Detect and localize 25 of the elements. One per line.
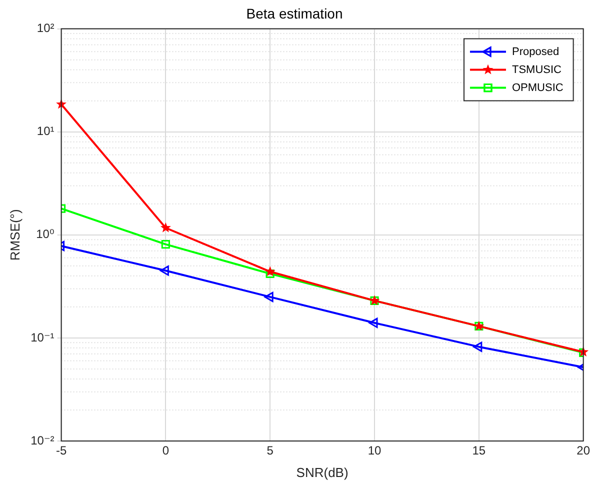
- point: [160, 222, 171, 232]
- legend-label: Proposed: [512, 46, 560, 58]
- y-tick-label: 10²: [36, 21, 54, 36]
- y-tick-label: 10⁻²: [30, 433, 54, 448]
- point: [264, 266, 276, 276]
- x-tick-label: 0: [162, 444, 170, 458]
- x-tick-label: 5: [266, 444, 274, 458]
- y-tick-label: 10⁻¹: [30, 330, 54, 344]
- legend-label: OPMUSIC: [512, 82, 564, 94]
- x-tick-label: 20: [576, 444, 590, 458]
- x-tick-label: 15: [472, 444, 486, 458]
- point: [160, 266, 169, 276]
- x-tick-label: 10: [368, 444, 382, 458]
- point: [161, 240, 170, 249]
- x-axis-title: SNR(dB): [296, 464, 348, 480]
- x-tick-label: -5: [56, 444, 67, 458]
- legend-label: TSMUSIC: [512, 64, 562, 76]
- y-tick-label: 10¹: [36, 124, 54, 138]
- point: [473, 342, 482, 352]
- chart-title: Beta estimation: [246, 5, 343, 22]
- point: [266, 269, 274, 278]
- y-tick-label: 10⁰: [36, 227, 54, 242]
- y-axis-title: RMSE(°): [7, 209, 22, 261]
- point: [368, 318, 378, 328]
- point: [264, 292, 274, 302]
